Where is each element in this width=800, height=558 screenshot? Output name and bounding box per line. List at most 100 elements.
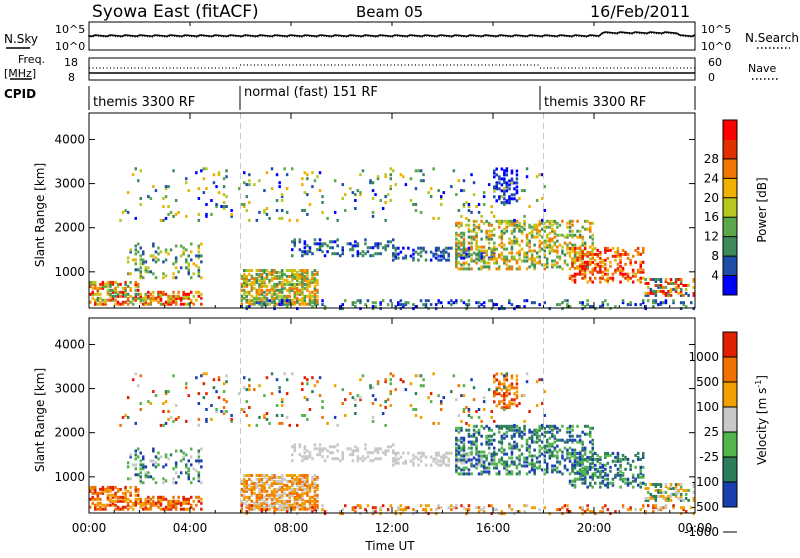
heatmap-cell [520,434,524,438]
heatmap-cell [518,458,521,462]
heatmap-cell [389,445,392,449]
heatmap-cell [591,442,594,446]
heatmap-cell [293,487,296,491]
heatmap-cell [371,210,375,214]
heatmap-cell [296,218,299,222]
heatmap-cell [503,219,506,223]
heatmap-cell [475,235,478,239]
heatmap-cell [303,479,307,483]
heatmap-cell [586,299,589,303]
heatmap-cell [636,270,640,274]
heatmap-cell [440,197,443,200]
heatmap-cell [515,466,519,470]
heatmap-cell [485,466,488,470]
heatmap-cell [280,499,284,503]
heatmap-cell [192,467,195,471]
heatmap-cell [596,248,599,252]
heatmap-cell [316,302,319,306]
heatmap-cell [147,302,150,306]
heatmap-cell [639,457,642,461]
heatmap-cell [679,301,683,305]
heatmap-cell [475,450,478,454]
heatmap-cell [149,270,153,274]
heatmap-cell [126,292,130,296]
heatmap-cell [538,454,541,458]
heatmap-cell [94,280,97,284]
heatmap-cell [197,451,201,455]
heatmap-cell [528,450,531,454]
heatmap-cell [316,495,319,499]
heatmap-cell [359,173,362,177]
heatmap-cell [306,302,309,306]
heatmap-cell [571,229,574,233]
heatmap-cell [296,495,299,499]
heatmap-cell [503,432,506,436]
heatmap-cell [402,256,405,260]
heatmap-cell [571,246,574,250]
heatmap-cell [258,269,261,272]
heatmap-cell [306,491,309,495]
heatmap-cell [634,272,637,276]
heatmap-cell [313,491,317,495]
heatmap-cell [674,285,678,289]
heatmap-cell [379,506,382,510]
heatmap-cell [624,272,627,276]
heatmap-cell [131,503,135,507]
heatmap-cell [508,426,511,430]
heatmap-cell [248,292,251,296]
heatmap-cell [162,292,165,296]
heatmap-cell [149,497,153,501]
heatmap-cell [270,489,274,493]
heatmap-cell [548,225,552,229]
heatmap-cell [493,462,496,466]
heatmap-cell [485,237,488,241]
heatmap-cell [167,300,170,304]
heatmap-cell [402,303,405,307]
heatmap-cell [172,294,175,298]
heatmap-cell [636,457,640,461]
heatmap-cell [440,250,443,254]
heatmap-cell [366,246,370,250]
heatmap-cell [495,199,498,203]
heatmap-cell [533,265,536,269]
heatmap-cell [546,424,549,428]
heatmap-cell [306,278,309,282]
heatmap-cell [351,508,355,512]
heatmap-cell [573,274,577,278]
heatmap-cell [500,233,504,237]
heatmap-cell [455,261,458,265]
heatmap-cell [503,378,506,382]
heatmap-cell [535,175,539,179]
heatmap-cell [664,299,668,303]
heatmap-cell [515,267,519,271]
heatmap-cell [450,390,453,394]
heatmap-cell [440,301,443,305]
heatmap-cell [599,475,602,479]
heatmap-cell [131,507,135,511]
power-heatmap-cells [89,113,695,311]
heatmap-cell [541,423,544,427]
heatmap-cell [581,506,584,510]
heatmap-cell [460,299,463,303]
heatmap-cell [591,510,594,514]
heatmap-cell [222,193,226,197]
heatmap-cell [591,233,594,237]
heatmap-cell [487,440,491,444]
heatmap-cell [583,479,587,483]
heatmap-cell [599,252,602,256]
heatmap-cell [222,201,226,204]
heatmap-cell [503,247,506,251]
heatmap-cell [371,254,375,258]
heatmap-cell [573,454,577,458]
heatmap-cell [619,272,622,276]
heatmap-cell [321,504,324,508]
heatmap-cell [200,292,203,296]
heatmap-cell [505,183,509,187]
heatmap-cell [500,434,504,438]
heatmap-cell [89,284,92,288]
heatmap-cell [306,481,309,485]
heatmap-cell [260,481,264,485]
heatmap-cell [273,506,276,510]
heatmap-cell [644,510,647,514]
heatmap-cell [515,189,519,193]
